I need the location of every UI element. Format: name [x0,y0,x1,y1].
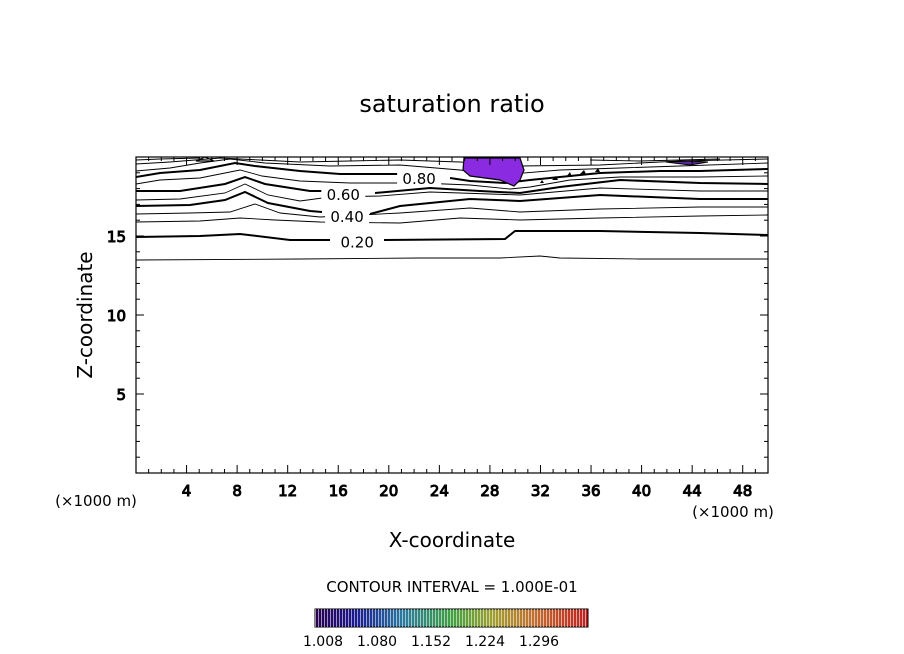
contour-line-0.80 [136,161,768,185]
y-tick-label: 5 [116,386,126,404]
x-tick-label: 8 [232,482,242,500]
contour-line-0.60 [136,175,768,195]
small-contour-specks [540,168,600,183]
x-tick-label: 28 [480,482,499,500]
x-unit-label-left: (×1000 m) [55,492,137,510]
colorbar-tick-label: 1.080 [357,634,397,650]
contour-label-bg [325,208,370,225]
colorbar-stripes [315,609,588,627]
chart-title: saturation ratio [359,90,544,118]
x-tick-label: 36 [581,482,600,500]
contour-lines [136,157,768,261]
contour-label: 0.40 [330,208,363,226]
colorbar-tick-label: 1.224 [465,634,505,650]
supersaturation-region-small [665,160,709,166]
x-unit-label-right: (×1000 m) [692,503,774,521]
contour-line-0.20 [136,230,768,241]
x-tick-label: 40 [632,482,651,500]
contour-line [136,158,768,176]
x-tick-label: 48 [733,482,752,500]
supersaturation-region [462,157,525,187]
x-tick-label: 44 [683,482,702,500]
x-tick-label: 4 [182,482,192,500]
contour-label: 0.20 [340,233,373,251]
y-tick-label: 10 [107,307,126,325]
y-axis-label: Z-coordinate [73,251,97,378]
colorbar-labels: 1.008 1.080 1.152 1.224 1.296 [303,634,559,650]
contour-line [136,255,768,261]
colorbar-tick-label: 1.008 [303,634,343,650]
contour-line [136,214,768,224]
contour-line-0.40 [136,190,768,215]
x-axis-label: X-coordinate [389,528,516,552]
contour-line [136,203,768,218]
contour-label: 0.80 [402,170,435,188]
contour-label-bg [397,170,442,187]
contour-interval-text: CONTOUR INTERVAL = 1.000E-01 [326,578,577,596]
contour-line [136,169,768,190]
contour-line [195,157,215,162]
plot-frame [135,156,769,474]
x-tick-label: 24 [430,482,449,500]
contour-label-group: 0.20 0.40 0.60 0.80 [321,170,442,251]
x-tick-label: 20 [379,482,398,500]
x-tick-label: 32 [531,482,550,500]
x-tick-label: 12 [278,482,297,500]
contour-label-bg [335,233,380,250]
y-tick-label: 15 [107,228,126,246]
contour-label-bg [321,185,366,202]
colorbar-tick-label: 1.152 [411,634,451,650]
x-tick-label: 16 [329,482,348,500]
colorbar-tick-label: 1.296 [519,634,559,650]
contour-line [136,157,768,167]
contour-label: 0.60 [327,186,360,204]
